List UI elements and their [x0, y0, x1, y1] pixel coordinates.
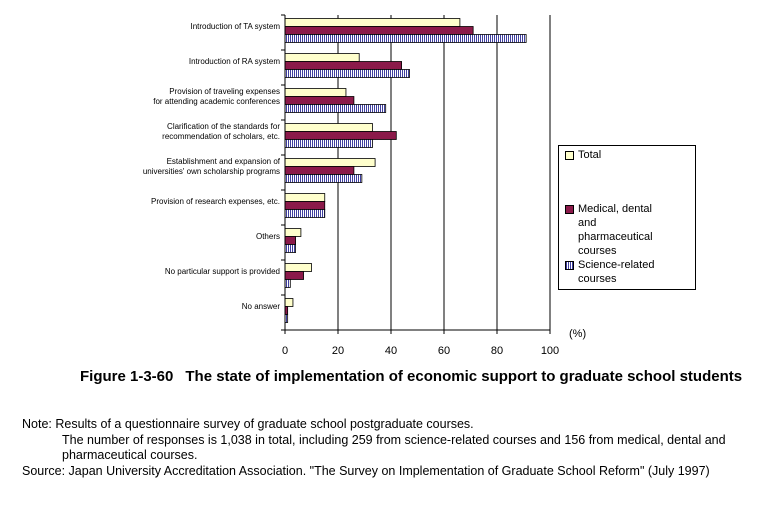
legend-swatch-total: [565, 151, 574, 160]
bar-science: [284, 139, 373, 148]
bar-science: [284, 104, 387, 113]
bar-total: [284, 228, 302, 237]
bar-total: [284, 263, 312, 272]
bars: [284, 18, 527, 323]
bar-science: [284, 69, 410, 78]
category-label: Clarification of the standards for recom…: [162, 121, 280, 141]
note-line-2: The number of responses is 1,038 in tota…: [62, 432, 726, 463]
x-tick-label: 80: [490, 345, 504, 357]
category-label: No particular support is provided: [164, 266, 280, 276]
category-label: Establishment and expansion of universit…: [142, 156, 280, 176]
bar-medical: [284, 26, 474, 35]
bar-science: [284, 244, 297, 253]
bar-medical: [284, 236, 297, 245]
legend-swatch-science: [565, 261, 574, 270]
bar-total: [284, 18, 461, 27]
legend-label-medical: Medical, dental and pharmaceutical cours…: [578, 203, 653, 257]
bar-medical: [284, 271, 304, 280]
x-tick-label: 100: [540, 345, 560, 357]
bar-total: [284, 298, 294, 307]
category-label: No answer: [241, 301, 280, 311]
bar-total: [284, 53, 360, 62]
bar-science: [284, 279, 291, 288]
category-label: Others: [255, 231, 280, 241]
figure-title: The state of implementation of economic …: [185, 368, 743, 385]
x-tick-label: 40: [384, 345, 398, 357]
legend: Total Medical, dental and pharmaceutical…: [558, 145, 696, 290]
legend-label-science: Science-related courses: [578, 259, 655, 285]
bar-total: [284, 123, 373, 132]
notes: Note: Results of a questionnaire survey …: [22, 417, 772, 479]
bar-total: [284, 88, 347, 97]
figure-number: Figure 1-3-60: [80, 368, 174, 385]
axes: [281, 14, 551, 334]
category-label: Introduction of RA system: [188, 56, 280, 66]
category-label: Provision of research expenses, etc.: [151, 196, 280, 206]
category-label: Introduction of TA system: [190, 21, 280, 31]
bar-science: [284, 209, 326, 218]
x-tick-label: 20: [331, 345, 345, 357]
bar-science: [284, 174, 363, 183]
legend-swatch-medical: [565, 205, 574, 214]
category-label: Provision of traveling expenses for atte…: [153, 86, 280, 106]
bar-medical: [284, 131, 397, 140]
bar-total: [284, 193, 326, 202]
x-axis-unit: (%): [569, 328, 587, 340]
bar-medical: [284, 201, 326, 210]
x-tick-label: 60: [437, 345, 451, 357]
figure-caption: Figure 1-3-60 The state of implementatio…: [80, 368, 745, 385]
bar-total: [284, 158, 376, 167]
legend-label-total: Total: [578, 149, 602, 161]
note-line-1: Note: Results of a questionnaire survey …: [22, 417, 474, 431]
bar-science: [284, 34, 527, 43]
bar-chart: [281, 14, 551, 334]
x-tick-label: 0: [281, 345, 289, 357]
bar-medical: [284, 96, 355, 105]
bar-medical: [284, 61, 402, 70]
bar-medical: [284, 166, 355, 175]
source-line: Source: Japan University Accreditation A…: [22, 463, 710, 478]
